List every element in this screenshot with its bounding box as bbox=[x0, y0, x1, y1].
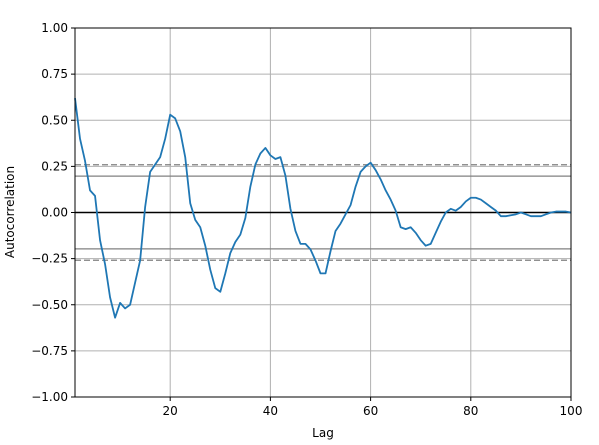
y-axis-title: Autocorrelation bbox=[3, 166, 17, 258]
y-tick-label: −1.00 bbox=[31, 390, 68, 404]
reference-lines bbox=[75, 164, 571, 261]
y-tick-label: 0.75 bbox=[41, 67, 68, 81]
x-axis: 20 40 60 80 100 bbox=[163, 397, 583, 418]
y-tick-label: 0.00 bbox=[41, 206, 68, 220]
x-axis-title: Lag bbox=[312, 426, 334, 440]
y-tick-label: 0.50 bbox=[41, 113, 68, 127]
y-tick-label: −0.75 bbox=[31, 344, 68, 358]
y-tick-label: −0.25 bbox=[31, 252, 68, 266]
x-tick-label: 40 bbox=[263, 404, 278, 418]
y-tick-label: 1.00 bbox=[41, 21, 68, 35]
x-tick-label: 20 bbox=[163, 404, 178, 418]
y-tick-label: −0.50 bbox=[31, 298, 68, 312]
y-axis: −1.00 −0.75 −0.50 −0.25 0.00 0.25 0.50 0.75 1.00 bbox=[31, 21, 75, 404]
series-group bbox=[74, 97, 572, 319]
x-tick-label: 100 bbox=[560, 404, 583, 418]
y-tick-label: 0.25 bbox=[41, 159, 68, 173]
x-tick-label: 80 bbox=[463, 404, 478, 418]
autocorrelation-line bbox=[74, 97, 572, 319]
x-tick-label: 60 bbox=[363, 404, 378, 418]
